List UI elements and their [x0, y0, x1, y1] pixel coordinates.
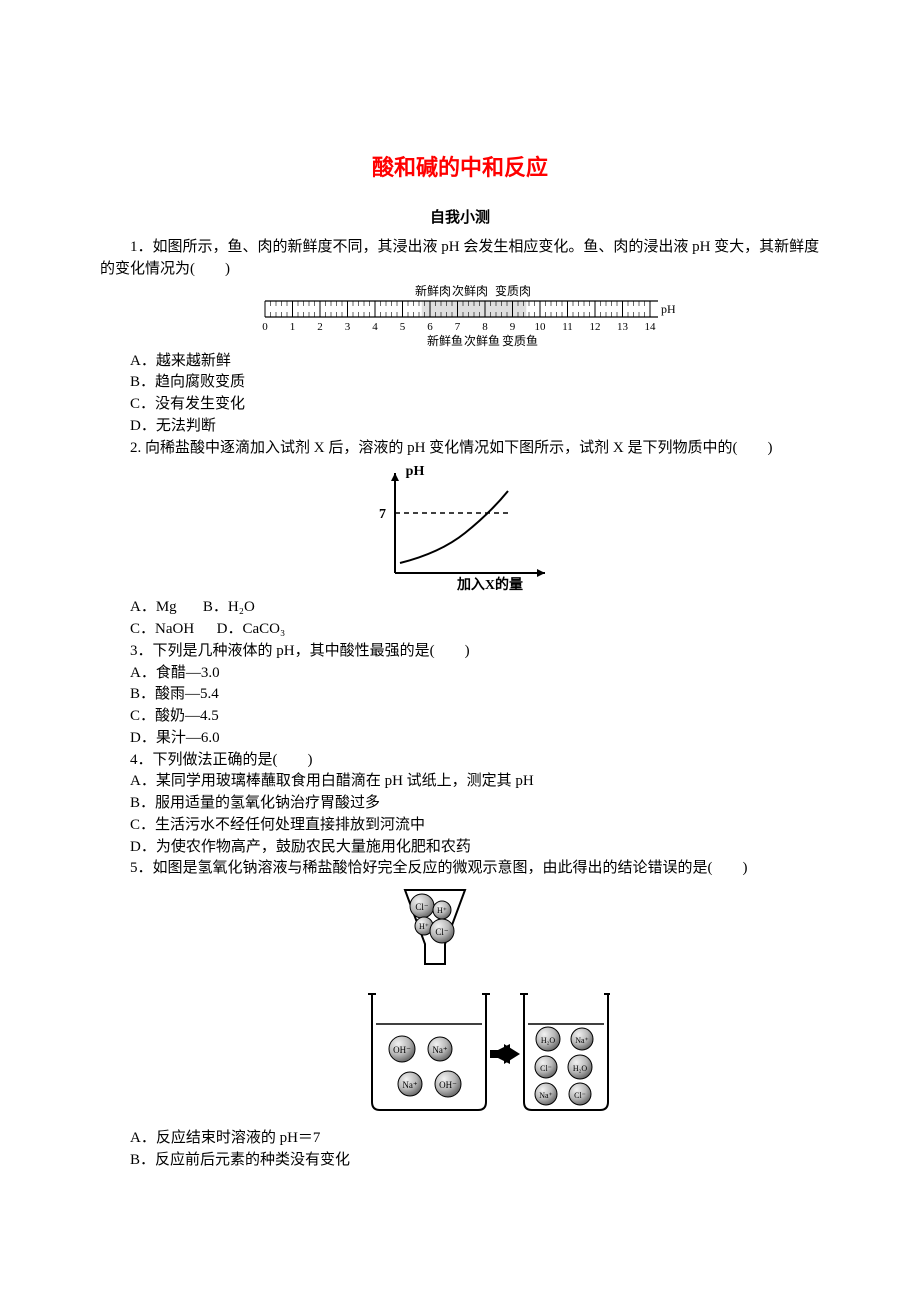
- q3-opt-d: D．果汁—6.0: [100, 728, 820, 750]
- y-label: pH: [406, 464, 425, 479]
- right-ion-cl1: Cl⁻: [535, 1056, 557, 1078]
- svg-text:H⁺: H⁺: [437, 906, 447, 915]
- svg-text:4: 4: [372, 321, 378, 333]
- right-ion-na1: Na⁺: [571, 1028, 593, 1050]
- q1-opt-d: D．无法判断: [100, 416, 820, 438]
- left-ion-na2: Na⁺: [398, 1072, 422, 1096]
- subtitle: 自我小测: [100, 206, 820, 227]
- svg-text:OH⁻: OH⁻: [439, 1080, 457, 1090]
- svg-text:OH⁻: OH⁻: [393, 1045, 411, 1055]
- q2-opts-ab: A．Mg B．H₂O: [100, 597, 820, 619]
- q2-opts-cd: C．NaOH D．CaCO₃: [100, 619, 820, 641]
- svg-text:H⁺: H⁺: [419, 922, 429, 931]
- q4-stem: 4．下列做法正确的是( ): [100, 750, 820, 772]
- svg-text:Na⁺: Na⁺: [575, 1036, 589, 1045]
- svg-text:5: 5: [400, 321, 406, 333]
- funnel-ion-cl2: Cl⁻: [430, 919, 454, 943]
- q5-opt-b: B．反应前后元素的种类没有变化: [100, 1150, 820, 1172]
- funnel-ion-h1: H⁺: [433, 901, 451, 919]
- q2-opt-c: C．NaOH: [130, 621, 194, 637]
- right-ion-h2o2: H₂O: [568, 1055, 592, 1079]
- svg-text:0: 0: [262, 321, 268, 333]
- x-label: 加入X的量: [456, 576, 523, 593]
- beaker-left: OH⁻ Na⁺ Na⁺ OH⁻: [368, 994, 490, 1110]
- page-root: 酸和碱的中和反应 自我小测 1．如图所示，鱼、肉的新鲜度不同，其浸出液 pH 会…: [0, 0, 920, 1302]
- q1-ph-scale-figure: 新鲜肉 次鲜肉 变质肉 01234567891011121314 pH 新鲜鱼 …: [245, 285, 675, 347]
- q3-opt-a: A．食醋—3.0: [100, 663, 820, 685]
- label-fish-fresh: 新鲜鱼: [427, 333, 463, 347]
- label-meat-bad: 变质肉: [495, 285, 531, 298]
- right-ion-cl2: Cl⁻: [569, 1083, 591, 1105]
- svg-text:Cl⁻: Cl⁻: [540, 1064, 552, 1073]
- svg-text:Cl⁻: Cl⁻: [415, 902, 429, 912]
- q3-opt-c: C．酸奶—4.5: [100, 706, 820, 728]
- right-ion-h2o1: H₂O: [536, 1027, 560, 1051]
- svg-text:3: 3: [345, 321, 351, 333]
- q4-opt-d: D．为使农作物高产，鼓励农民大量施用化肥和农药: [100, 837, 820, 859]
- q3-opt-b: B．酸雨—5.4: [100, 684, 820, 706]
- right-ion-na2: Na⁺: [535, 1083, 557, 1105]
- svg-text:14: 14: [645, 321, 657, 333]
- svg-text:Cl⁻: Cl⁻: [435, 927, 449, 937]
- q2-chart-figure: 7 pH 加入X的量: [360, 463, 560, 593]
- q2-stem: 2. 向稀盐酸中逐滴加入试剂 X 后，溶液的 pH 变化情况如下图所示，试剂 X…: [100, 438, 820, 460]
- hline-7-label: 7: [379, 507, 386, 522]
- svg-text:6: 6: [427, 321, 433, 333]
- x-axis-arrow: [537, 569, 545, 577]
- q2-opt-b: B．H₂O: [203, 599, 255, 615]
- funnel: Cl⁻ H⁺ H⁺ Cl⁻: [405, 890, 465, 964]
- svg-text:12: 12: [590, 321, 601, 333]
- label-fish-bad: 变质鱼: [502, 333, 538, 347]
- ph-axis-label: pH: [661, 302, 675, 316]
- svg-text:2: 2: [317, 321, 323, 333]
- q5-stem: 5．如图是氢氧化钠溶液与稀盐酸恰好完全反应的微观示意图，由此得出的结论错误的是(…: [100, 858, 820, 880]
- q4-opt-b: B．服用适量的氢氧化钠治疗胃酸过多: [100, 793, 820, 815]
- y-axis-arrow: [391, 473, 399, 481]
- svg-text:H₂O: H₂O: [541, 1036, 556, 1045]
- beaker-right: H₂O Na⁺ Cl⁻ H₂O Na⁺ Cl⁻: [520, 994, 610, 1110]
- left-ion-oh2: OH⁻: [435, 1071, 461, 1097]
- q1-opt-b: B．趋向腐败变质: [100, 372, 820, 394]
- q4-opt-a: A．某同学用玻璃棒蘸取食用白醋滴在 pH 试纸上，测定其 pH: [100, 771, 820, 793]
- left-ion-na1: Na⁺: [428, 1037, 452, 1061]
- q1-stem: 1．如图所示，鱼、肉的新鲜度不同，其浸出液 pH 会发生相应变化。鱼、肉的浸出液…: [100, 237, 820, 281]
- q1-opt-c: C．没有发生变化: [100, 394, 820, 416]
- q5-opt-a: A．反应结束时溶液的 pH＝7: [100, 1128, 820, 1150]
- q2-opt-a: A．Mg: [130, 599, 177, 615]
- q2-opt-d: D．CaCO₃: [217, 621, 286, 637]
- svg-text:Na⁺: Na⁺: [402, 1080, 417, 1090]
- svg-text:Na⁺: Na⁺: [539, 1091, 553, 1100]
- svg-text:7: 7: [455, 321, 461, 333]
- page-title: 酸和碱的中和反应: [100, 150, 820, 182]
- svg-text:8: 8: [482, 321, 488, 333]
- curve: [400, 491, 508, 563]
- svg-text:10: 10: [535, 321, 547, 333]
- svg-text:11: 11: [562, 321, 573, 333]
- funnel-ion-cl1: Cl⁻: [410, 894, 434, 918]
- label-meat-fresh: 新鲜肉: [415, 285, 451, 298]
- svg-text:Cl⁻: Cl⁻: [574, 1091, 586, 1100]
- label-fish-sub: 次鲜鱼: [464, 334, 500, 347]
- label-meat-sub: 次鲜肉: [452, 285, 488, 298]
- ph-ruler: 01234567891011121314: [262, 301, 658, 333]
- svg-text:13: 13: [617, 321, 629, 333]
- reaction-arrow: [490, 1044, 520, 1064]
- svg-text:9: 9: [510, 321, 516, 333]
- q3-stem: 3．下列是几种液体的 pH，其中酸性最强的是( ): [100, 641, 820, 663]
- svg-text:H₂O: H₂O: [573, 1064, 588, 1073]
- svg-text:1: 1: [290, 321, 296, 333]
- q1-opt-a: A．越来越新鲜: [100, 351, 820, 373]
- left-ion-oh1: OH⁻: [389, 1036, 415, 1062]
- q4-opt-c: C．生活污水不经任何处理直接排放到河流中: [100, 815, 820, 837]
- svg-text:Na⁺: Na⁺: [432, 1045, 447, 1055]
- q5-diagram-figure: Cl⁻ H⁺ H⁺ Cl⁻ OH⁻ Na⁺ Na⁺ OH⁻: [310, 884, 610, 1124]
